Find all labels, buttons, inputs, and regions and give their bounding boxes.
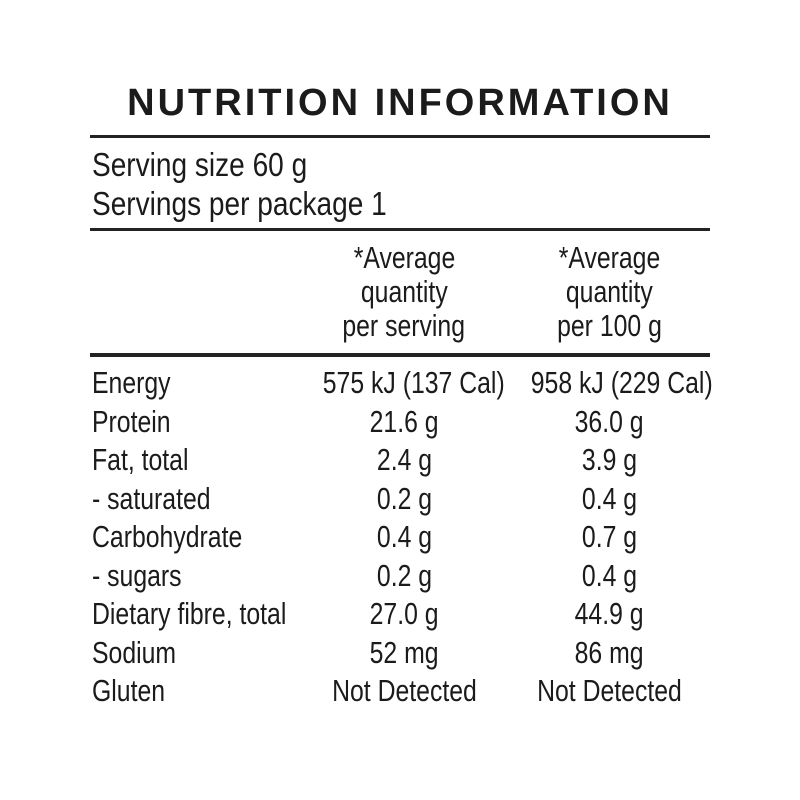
nutrient-name: Protein xyxy=(92,403,171,439)
nutrient-cell: Protein xyxy=(90,403,300,442)
value-per-serving: 575 kJ (137 Cal) xyxy=(322,365,505,400)
per-100g-cell: 36.0 g xyxy=(508,403,710,442)
table-row: Dietary fibre, total 27.0 g 44.9 g xyxy=(90,595,710,634)
value-per-serving: 52 mg xyxy=(369,634,439,670)
per-serving-cell: 2.4 g xyxy=(300,441,508,480)
header-per-serving-cell: *Average quantity per serving xyxy=(300,231,508,357)
nutrient-cell: Carbohydrate xyxy=(90,518,300,557)
nutrient-cell: Dietary fibre, total xyxy=(90,595,300,634)
table-row: Gluten Not Detected Not Detected xyxy=(90,672,710,711)
per-serving-cell: 52 mg xyxy=(300,634,508,673)
value-per-100g: 958 kJ (229 Cal) xyxy=(530,365,713,400)
value-per-serving: 0.2 g xyxy=(376,480,432,516)
value-per-serving: 27.0 g xyxy=(369,596,439,631)
panel-title: NUTRITION INFORMATION xyxy=(127,82,673,124)
per-100g-cell: Not Detected xyxy=(508,672,710,711)
nutrition-panel: NUTRITION INFORMATION Serving size 60 g … xyxy=(90,0,713,711)
value-per-serving: 0.4 g xyxy=(376,519,432,554)
value-per-serving: Not Detected xyxy=(331,673,477,708)
nutrient-cell: Gluten xyxy=(90,672,300,711)
nutrient-cell: Energy xyxy=(90,355,300,403)
serving-info: Serving size 60 g Servings per package 1 xyxy=(90,138,710,228)
table-header: *Average quantity per serving *Average q… xyxy=(90,231,710,357)
per-serving-cell: 27.0 g xyxy=(300,595,508,634)
nutrient-cell: - saturated xyxy=(90,480,300,519)
per-100g-cell: 958 kJ (229 Cal) xyxy=(508,355,713,403)
per-100g-cell: 3.9 g xyxy=(508,441,710,480)
per-100g-header-line-2: quantity xyxy=(565,274,653,309)
per-serving-cell: 0.2 g xyxy=(300,480,508,519)
per-100g-cell: 0.4 g xyxy=(508,480,710,519)
per-serving-cell: 21.6 g xyxy=(300,403,508,442)
value-per-100g: 0.7 g xyxy=(581,519,637,554)
table-row: Sodium 52 mg 86 mg xyxy=(90,634,710,673)
nutrient-name: - sugars xyxy=(92,557,182,593)
nutrient-cell: Fat, total xyxy=(90,441,300,480)
servings-per-package-text: Servings per package 1 xyxy=(92,185,387,222)
nutrient-name: Dietary fibre, total xyxy=(92,596,287,631)
per-100g-cell: 86 mg xyxy=(508,634,710,673)
per-serving-header-line-3: per serving xyxy=(342,308,466,343)
nutrient-name: Fat, total xyxy=(92,442,189,477)
value-per-serving: 2.4 g xyxy=(376,442,432,477)
header-per-100g-cell: *Average quantity per 100 g xyxy=(508,231,710,357)
divider-below-serving-info xyxy=(90,228,710,231)
per-serving-cell: Not Detected xyxy=(300,672,508,711)
value-per-100g: 36.0 g xyxy=(574,403,644,439)
per-100g-cell: 0.7 g xyxy=(508,518,710,557)
table-row: Protein 21.6 g 36.0 g xyxy=(90,403,710,442)
serving-size-text: Serving size 60 g xyxy=(92,146,308,183)
table-row: Fat, total 2.4 g 3.9 g xyxy=(90,441,710,480)
nutrient-name: Gluten xyxy=(92,673,166,708)
nutrition-table: *Average quantity per serving *Average q… xyxy=(90,231,713,711)
value-per-100g: 44.9 g xyxy=(574,596,644,631)
divider-below-title xyxy=(90,135,710,138)
per-serving-cell: 575 kJ (137 Cal) xyxy=(300,355,508,403)
value-per-serving: 21.6 g xyxy=(369,403,439,439)
per-100g-cell: 0.4 g xyxy=(508,557,710,596)
value-per-100g: 3.9 g xyxy=(581,442,637,477)
per-100g-header-line-3: per 100 g xyxy=(556,308,662,343)
nutrient-name: Energy xyxy=(92,365,171,400)
per-100g-header-line-1: *Average xyxy=(558,240,660,275)
value-per-serving: 0.2 g xyxy=(376,557,432,593)
servings-per-package-line: Servings per package 1 xyxy=(92,184,710,223)
value-per-100g: 0.4 g xyxy=(581,480,637,516)
table-body: Energy 575 kJ (137 Cal) 958 kJ (229 Cal)… xyxy=(90,355,713,711)
table-row: - saturated 0.2 g 0.4 g xyxy=(90,480,710,519)
value-per-100g: Not Detected xyxy=(536,673,682,708)
nutrient-name: Carbohydrate xyxy=(92,519,243,554)
header-row: *Average quantity per serving *Average q… xyxy=(90,231,710,357)
table-row: Carbohydrate 0.4 g 0.7 g xyxy=(90,518,710,557)
serving-size-line: Serving size 60 g xyxy=(92,145,710,184)
nutrient-cell: - sugars xyxy=(90,557,300,596)
table-row: - sugars 0.2 g 0.4 g xyxy=(90,557,710,596)
per-serving-header-line-2: quantity xyxy=(360,274,448,309)
nutrient-name: Sodium xyxy=(92,634,177,670)
per-serving-header-line-1: *Average xyxy=(353,240,455,275)
table-row: Energy 575 kJ (137 Cal) 958 kJ (229 Cal) xyxy=(90,355,713,403)
nutrient-cell: Sodium xyxy=(90,634,300,673)
value-per-100g: 86 mg xyxy=(574,634,644,670)
per-serving-cell: 0.2 g xyxy=(300,557,508,596)
nutrient-name: - saturated xyxy=(92,480,211,516)
value-per-100g: 0.4 g xyxy=(581,557,637,593)
header-spacer-cell xyxy=(90,231,300,357)
per-100g-cell: 44.9 g xyxy=(508,595,710,634)
per-serving-cell: 0.4 g xyxy=(300,518,508,557)
